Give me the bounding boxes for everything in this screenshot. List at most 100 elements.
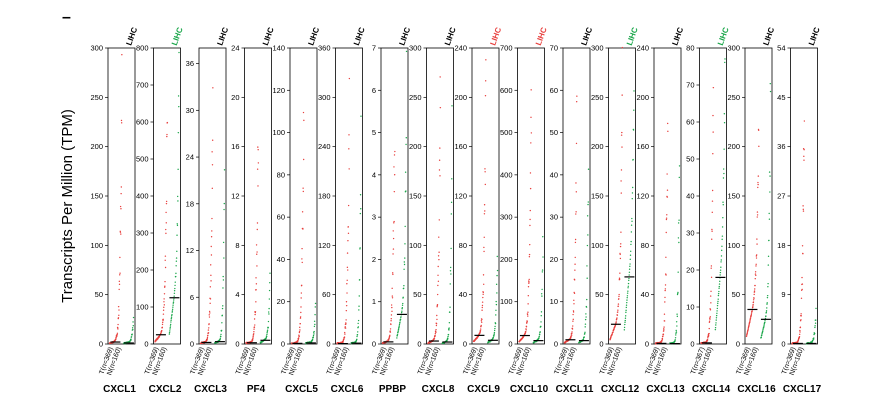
normal-point [678, 165, 681, 167]
normal-point [397, 328, 400, 330]
tumor-point [660, 341, 662, 343]
y-tick-label: 0 [463, 340, 467, 349]
tumor-point [116, 335, 118, 337]
tumor-point [611, 333, 614, 335]
normal-point [763, 324, 765, 326]
y-tick-label: 100 [136, 303, 149, 312]
normal-point [448, 322, 451, 324]
normal-point [812, 339, 814, 342]
tumor-point [575, 211, 577, 213]
tumor-point [617, 309, 619, 311]
tumor-point [435, 323, 438, 325]
tumor-point [665, 231, 667, 234]
tumor-point [391, 295, 394, 297]
normal-point [632, 158, 634, 161]
normal-point [494, 322, 497, 325]
y-tick-label: 150 [591, 192, 604, 201]
tumor-point [481, 306, 483, 309]
y-tick-label: 80 [459, 241, 467, 250]
tumor-point [756, 243, 758, 245]
y-tick-label: 7 [372, 44, 376, 53]
tumor-point [257, 146, 259, 148]
gene-label: CXCL14 [692, 384, 731, 395]
normal-point [169, 326, 171, 329]
tumor-point [802, 210, 805, 212]
tumor-point [710, 265, 713, 267]
tumor-point [803, 120, 806, 122]
tumor-point [747, 326, 750, 329]
normal-point [582, 338, 585, 340]
tumor-point [299, 326, 301, 329]
normal-point [169, 330, 171, 332]
normal-point [630, 243, 632, 246]
y-tick-label: 240 [318, 142, 331, 151]
tumor-point [711, 228, 713, 231]
normal-point [721, 245, 723, 247]
tumor-point [210, 236, 213, 238]
normal-point [675, 329, 677, 332]
tumor-point [208, 327, 210, 329]
normal-point [624, 321, 626, 324]
y-tick-label: 60 [277, 213, 285, 222]
tumor-point [165, 211, 167, 214]
tumor-point [667, 130, 669, 133]
tumor-point [439, 106, 442, 109]
normal-point [177, 131, 180, 134]
normal-point [493, 334, 495, 336]
tumor-point [118, 309, 120, 311]
tumor-point [482, 296, 484, 299]
y-tick-label: 400 [500, 170, 513, 179]
normal-point [175, 272, 177, 275]
tumor-point [297, 339, 299, 342]
y-tick-label: 10 [550, 297, 558, 306]
tumor-point [164, 280, 166, 283]
tumor-point [574, 263, 576, 265]
normal-point [813, 332, 816, 335]
panel-frame [471, 47, 500, 345]
tumor-point [347, 240, 349, 242]
tumor-point [755, 274, 757, 277]
tumor-point [527, 295, 530, 297]
tumor-point [526, 313, 529, 316]
normal-point [266, 333, 268, 336]
y-tick-label: 60 [550, 86, 558, 95]
normal-point [584, 332, 586, 335]
y-tick-label: 20 [550, 255, 558, 264]
tumor-point [665, 274, 667, 276]
tumor-point [530, 132, 533, 134]
normal-point [723, 148, 725, 150]
normal-point [269, 272, 271, 274]
y-tick-label: 50 [686, 155, 694, 164]
normal-point [762, 328, 764, 331]
normal-point [401, 304, 404, 306]
tumor-point [477, 335, 480, 338]
normal-point [356, 334, 359, 336]
tumor-point [803, 149, 805, 151]
normal-point [447, 333, 450, 336]
y-tick-label: 6 [372, 86, 376, 95]
tumor-point [528, 282, 530, 284]
normal-point [398, 326, 400, 328]
tumor-point [347, 269, 349, 271]
normal-point [401, 307, 404, 309]
tumor-point [575, 182, 577, 184]
normal-point [496, 255, 498, 258]
y-tick-label: 5 [372, 128, 376, 137]
tumor-point [211, 187, 214, 190]
tumor-point [525, 326, 528, 328]
normal-point [723, 121, 726, 124]
tumor-point [708, 335, 710, 337]
y-tick-label: 250 [409, 93, 422, 102]
y-tick-label: 0 [190, 340, 194, 349]
normal-point [397, 330, 399, 333]
tumor-point [161, 323, 164, 326]
normal-point [396, 337, 398, 339]
y-tick-label: 100 [409, 241, 422, 250]
tumor-point [801, 276, 803, 279]
y-tick-label: 45 [777, 93, 785, 102]
tumor-point [621, 146, 623, 148]
tumor-point [163, 293, 166, 295]
normal-point [626, 295, 629, 297]
tumor-point [298, 331, 301, 333]
normal-point [169, 323, 172, 326]
